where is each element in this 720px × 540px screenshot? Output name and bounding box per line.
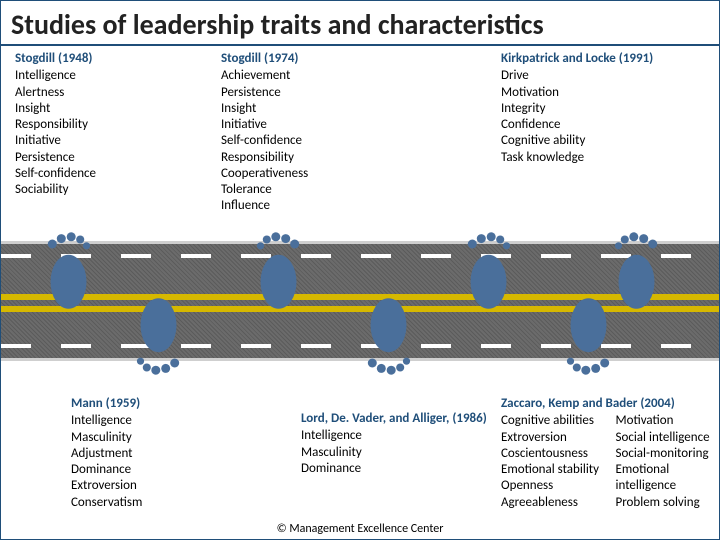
trait-item: Achievement (221, 68, 421, 84)
trait-item: Influence (221, 198, 421, 214)
study-kirkpatrick-1991: Kirkpatrick and Locke (1991) Drive Motiv… (501, 51, 701, 166)
trait-item: Emotional stability (501, 462, 602, 478)
study-header: Kirkpatrick and Locke (1991) (501, 51, 701, 67)
study-header: Mann (1959) (71, 396, 231, 412)
trait-item: Dominance (71, 462, 231, 478)
trait-item: Confidence (501, 117, 701, 133)
trait-list: Motivation Social intelligence Social-mo… (616, 413, 717, 511)
trait-item: Problem solving (616, 495, 717, 511)
trait-item: Openness (501, 478, 602, 494)
trait-item: Intelligence (301, 428, 491, 444)
trait-item: Extroversion (71, 478, 231, 494)
study-lord-1986: Lord, De. Vader, and Alliger, (1986) Int… (301, 411, 491, 477)
trait-item: Sociability (15, 182, 195, 198)
study-header: Stogdill (1948) (15, 51, 195, 67)
trait-item: Masculinity (301, 445, 491, 461)
study-header: Zaccaro, Kemp and Bader (2004) (501, 396, 716, 412)
page-title: Studies of leadership traits and charact… (1, 1, 719, 46)
trait-item: Persistence (221, 85, 421, 101)
copyright-text: © Management Excellence Center (1, 522, 719, 536)
trait-item: Social intelligence (616, 430, 717, 446)
trait-item: Integrity (501, 101, 701, 117)
trait-item: Responsibility (15, 117, 195, 133)
study-zaccaro-2004: Zaccaro, Kemp and Bader (2004) Cognitive… (501, 396, 716, 511)
footprint-icon (361, 291, 416, 381)
footprint-icon (251, 226, 306, 316)
trait-item: Initiative (15, 133, 195, 149)
trait-item: Self-confidence (221, 133, 421, 149)
trait-item: Emotional intelligence (616, 462, 717, 495)
study-stogdill-1974: Stogdill (1974) Achievement Persistence … (221, 51, 421, 215)
trait-item: Responsibility (221, 150, 421, 166)
footprint-icon (131, 291, 186, 381)
trait-list: Intelligence Masculinity Adjustment Domi… (71, 413, 231, 511)
trait-list: Drive Motivation Integrity Confidence Co… (501, 68, 701, 166)
study-mann-1959: Mann (1959) Intelligence Masculinity Adj… (71, 396, 231, 511)
trait-item: Task knowledge (501, 150, 701, 166)
trait-list: Cognitive abilities Extroversion Coscien… (501, 413, 602, 511)
trait-item: Tolerance (221, 182, 421, 198)
trait-item: Cooperativeness (221, 166, 421, 182)
trait-item: Adjustment (71, 446, 231, 462)
trait-item: Motivation (616, 413, 717, 429)
trait-item: Dominance (301, 461, 491, 477)
trait-item: Cognitive abilities (501, 413, 602, 429)
footprint-icon (461, 226, 516, 316)
trait-item: Extroversion (501, 430, 602, 446)
trait-list: Achievement Persistence Insight Initiati… (221, 68, 421, 214)
trait-item: Intelligence (71, 413, 231, 429)
footprint-icon (609, 226, 664, 316)
trait-item: Coscientousness (501, 446, 602, 462)
trait-item: Cognitive ability (501, 133, 701, 149)
footprint-icon (41, 226, 96, 316)
trait-item: Drive (501, 68, 701, 84)
footprint-icon (561, 291, 616, 381)
study-header: Stogdill (1974) (221, 51, 421, 67)
trait-item: Motivation (501, 85, 701, 101)
trait-item: Initiative (221, 117, 421, 133)
trait-item: Self-confidence (15, 166, 195, 182)
trait-item: Masculinity (71, 430, 231, 446)
trait-item: Conservatism (71, 495, 231, 511)
trait-item: Insight (221, 101, 421, 117)
trait-item: Persistence (15, 150, 195, 166)
trait-item: Agreeableness (501, 495, 602, 511)
trait-list: Intelligence Masculinity Dominance (301, 428, 491, 477)
trait-item: Insight (15, 101, 195, 117)
trait-item: Social-monitoring (616, 446, 717, 462)
trait-item: Alertness (15, 85, 195, 101)
study-stogdill-1948: Stogdill (1948) Intelligence Alertness I… (15, 51, 195, 198)
trait-list: Intelligence Alertness Insight Responsib… (15, 68, 195, 198)
study-header: Lord, De. Vader, and Alliger, (1986) (301, 411, 491, 427)
trait-item: Intelligence (15, 68, 195, 84)
